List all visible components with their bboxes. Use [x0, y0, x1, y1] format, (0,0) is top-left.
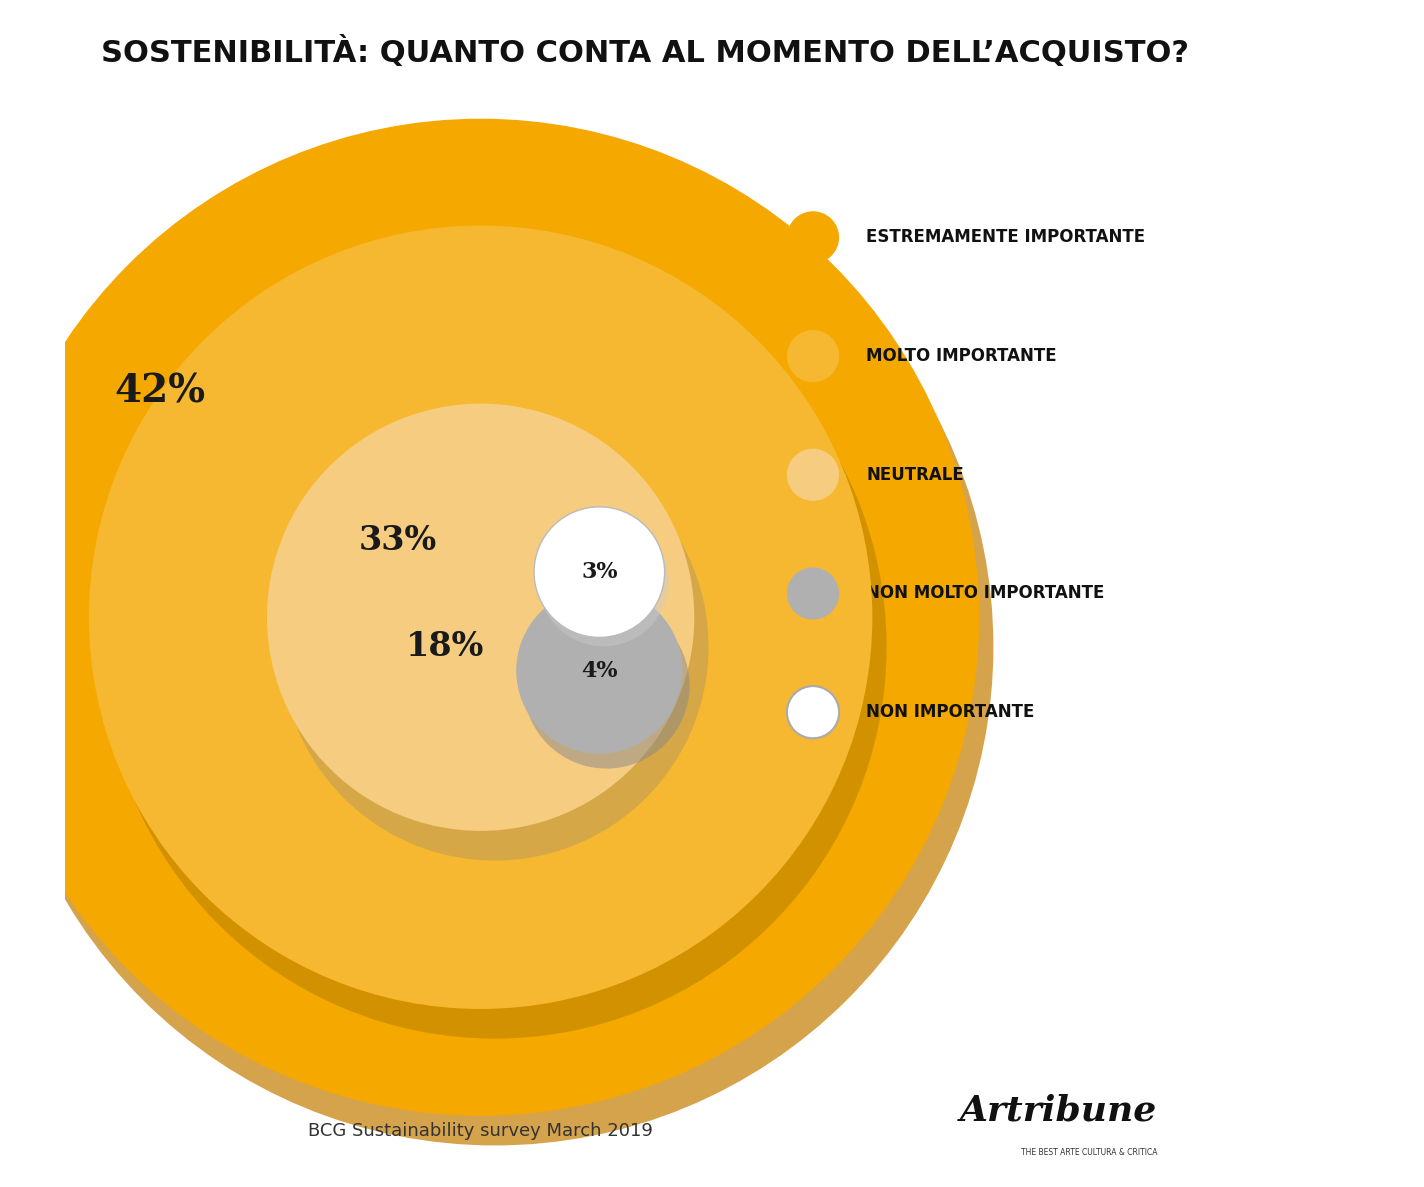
Text: 33%: 33% [359, 523, 437, 557]
Text: 3%: 3% [581, 561, 618, 583]
Circle shape [103, 255, 887, 1039]
Text: MOLTO IMPORTANTE: MOLTO IMPORTANTE [866, 347, 1057, 366]
Text: Artribune: Artribune [960, 1093, 1158, 1128]
Circle shape [538, 515, 669, 646]
Text: 18%: 18% [406, 630, 484, 664]
Circle shape [0, 119, 980, 1116]
Circle shape [0, 148, 994, 1145]
Circle shape [88, 226, 873, 1009]
Circle shape [787, 211, 839, 264]
Text: ESTREMAMENTE IMPORTANTE: ESTREMAMENTE IMPORTANTE [866, 228, 1145, 247]
Circle shape [787, 567, 839, 620]
Circle shape [534, 507, 665, 637]
Circle shape [517, 588, 682, 754]
Text: THE BEST ARTE CULTURA & CRITICA: THE BEST ARTE CULTURA & CRITICA [1021, 1148, 1158, 1157]
Text: NON MOLTO IMPORTANTE: NON MOLTO IMPORTANTE [866, 584, 1105, 603]
Text: 4%: 4% [581, 660, 618, 681]
Text: 42%: 42% [114, 373, 205, 411]
Circle shape [281, 433, 709, 861]
Circle shape [787, 330, 839, 382]
Text: NEUTRALE: NEUTRALE [866, 465, 964, 484]
Text: NON IMPORTANTE: NON IMPORTANTE [866, 703, 1035, 722]
Circle shape [787, 686, 839, 738]
Text: BCG Sustainability survey March 2019: BCG Sustainability survey March 2019 [308, 1122, 654, 1140]
Text: SOSTENIBILITÀ: QUANTO CONTA AL MOMENTO DELL’ACQUISTO?: SOSTENIBILITÀ: QUANTO CONTA AL MOMENTO D… [101, 36, 1189, 68]
Circle shape [266, 404, 695, 831]
Circle shape [524, 603, 689, 769]
Circle shape [787, 449, 839, 501]
